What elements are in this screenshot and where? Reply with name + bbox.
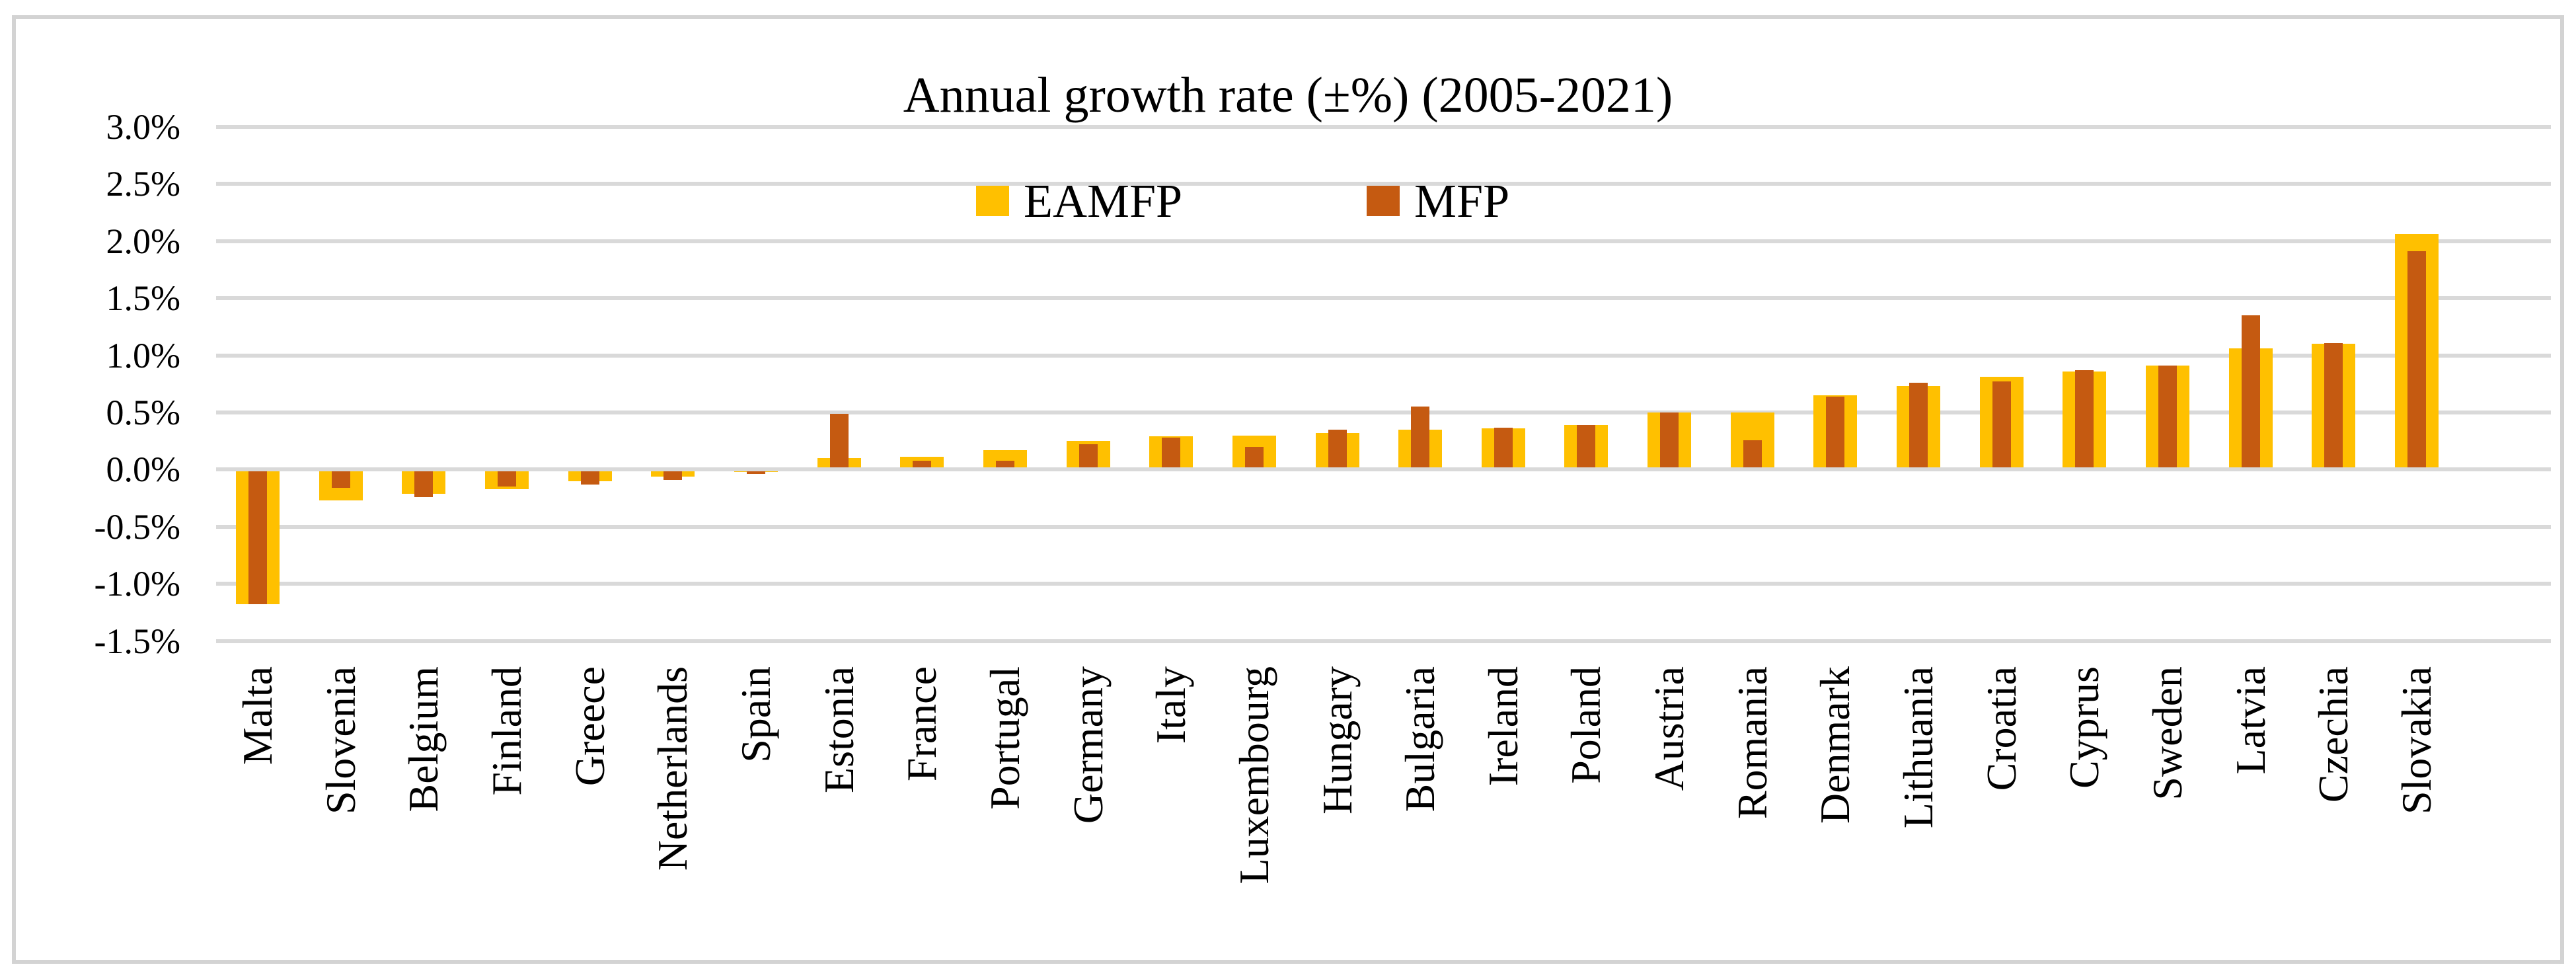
x-axis-category-label: Slovakia: [2392, 666, 2440, 814]
bar-mfp-czechia: [2324, 342, 2343, 468]
bar-mfp-ireland: [1494, 427, 1513, 468]
x-axis-category-label: Cyprus: [2061, 666, 2108, 789]
gridline: [216, 353, 2551, 358]
bar-mfp-malta: [248, 471, 267, 605]
bar-mfp-slovakia: [2407, 251, 2426, 468]
legend-item-mfp: MFP: [1367, 175, 1510, 227]
bar-mfp-spain: [746, 471, 765, 475]
gridline: [216, 582, 2551, 586]
y-axis-tick-label: -1.0%: [94, 564, 180, 604]
x-axis-category-label: Malta: [234, 666, 281, 765]
y-axis-tick-label: 0.5%: [106, 393, 180, 432]
bar-mfp-estonia: [829, 413, 849, 468]
chart-title: Annual growth rate (±%) (2005-2021): [903, 67, 1673, 123]
mfp-swatch-icon: [1367, 186, 1400, 216]
x-axis-category-label: Germany: [1064, 666, 1112, 824]
y-axis-tick-label: 1.0%: [106, 335, 180, 375]
gridline: [216, 411, 2551, 414]
gridline: [216, 125, 2551, 129]
bar-mfp-lithuania: [1909, 383, 1928, 468]
x-axis-category-label: Poland: [1562, 666, 1610, 784]
bar-mfp-slovenia: [331, 471, 350, 488]
y-axis-tick-label: 3.0%: [106, 107, 180, 147]
x-axis-category-label: Portugal: [981, 666, 1028, 810]
bar-mfp-belgium: [414, 471, 434, 497]
eamfp-swatch-icon: [976, 186, 1009, 216]
y-axis-tick-label: -1.5%: [94, 621, 180, 661]
y-axis-tick-label: 1.5%: [106, 278, 180, 319]
figure-border-frame: [12, 15, 2564, 964]
bar-mfp-romania: [1743, 440, 1762, 468]
gridline: [216, 467, 2551, 472]
bar-mfp-portugal: [995, 460, 1014, 468]
bar-mfp-denmark: [1826, 396, 1845, 468]
bar-mfp-france: [913, 460, 932, 468]
legend-label-mfp: MFP: [1414, 175, 1510, 227]
legend-label-eamfp: EAMFP: [1024, 175, 1183, 227]
x-axis-category-label: Sweden: [2144, 666, 2191, 801]
bar-mfp-croatia: [1992, 381, 2011, 468]
bar-mfp-poland: [1577, 425, 1596, 468]
x-axis-category-label: Hungary: [1313, 666, 1361, 814]
x-axis-category-label: Italy: [1147, 666, 1195, 744]
gridline: [216, 524, 2551, 529]
bar-mfp-cyprus: [2075, 370, 2094, 468]
x-axis-category-label: Croatia: [1977, 666, 2025, 791]
x-axis-category-label: France: [898, 666, 946, 782]
x-axis-category-label: Slovenia: [317, 666, 364, 814]
x-axis-category-label: Austria: [1646, 666, 1693, 791]
bar-mfp-germany: [1079, 444, 1098, 468]
x-axis-category-label: Estonia: [815, 666, 862, 793]
bar-mfp-italy: [1162, 438, 1181, 468]
x-axis-category-label: Lithuania: [1895, 666, 1942, 829]
gridline: [216, 296, 2551, 301]
x-axis-category-label: Greece: [566, 666, 613, 787]
gridline: [216, 639, 2551, 643]
x-axis-category-label: Ireland: [1479, 666, 1527, 787]
x-axis-category-label: Luxembourg: [1230, 666, 1277, 884]
gridline: [216, 239, 2551, 243]
bar-mfp-austria: [1660, 412, 1679, 468]
bar-mfp-luxembourg: [1244, 446, 1264, 468]
bar-mfp-greece: [580, 471, 599, 485]
y-axis-tick-label: 2.5%: [106, 164, 180, 204]
x-axis-category-label: Belgium: [400, 666, 447, 812]
gridline: [216, 182, 2551, 186]
x-axis-category-label: Netherlands: [649, 666, 697, 871]
bar-mfp-latvia: [2241, 315, 2260, 468]
y-axis-tick-label: 2.0%: [106, 221, 180, 261]
x-axis-category-label: Romania: [1728, 666, 1776, 820]
bar-mfp-hungary: [1328, 429, 1347, 468]
bar-mfp-sweden: [2158, 366, 2177, 468]
x-axis-category-label: Czechia: [2310, 666, 2357, 803]
x-axis-category-label: Spain: [732, 666, 779, 763]
bar-mfp-netherlands: [663, 471, 683, 480]
x-axis-category-label: Bulgaria: [1396, 666, 1444, 812]
y-axis-tick-label: -0.5%: [94, 506, 180, 547]
bar-mfp-finland: [498, 471, 516, 487]
y-axis-tick-label: 0.0%: [106, 450, 180, 490]
x-axis-category-label: Denmark: [1811, 666, 1859, 824]
x-axis-category-label: Finland: [483, 666, 530, 796]
x-axis-category-label: Latvia: [2226, 666, 2274, 775]
legend-item-eamfp: EAMFP: [976, 175, 1183, 227]
bar-mfp-bulgaria: [1411, 407, 1430, 468]
